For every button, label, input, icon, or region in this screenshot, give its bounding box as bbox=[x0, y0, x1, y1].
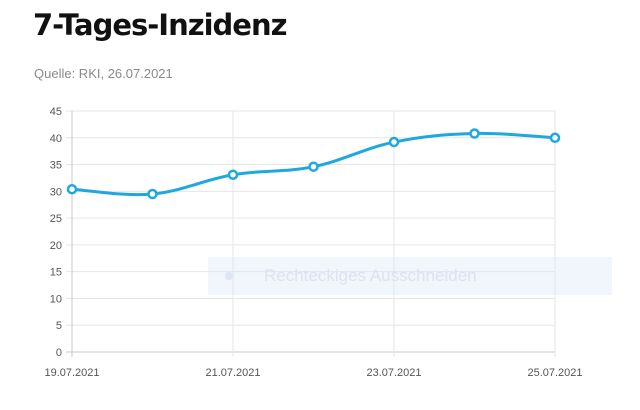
data-point bbox=[227, 169, 239, 180]
data-point bbox=[388, 136, 400, 148]
x-tick-label: 25.07.2021 bbox=[527, 367, 582, 379]
axes: 0 5 10 15 20 25 30 35 40 45 19.07.2021 21.07.2021 23… bbox=[44, 106, 582, 379]
chart-title: 7-Tages-Inzidenz bbox=[33, 8, 287, 42]
y-tick-label: 25 bbox=[50, 213, 62, 225]
data-point bbox=[469, 128, 480, 139]
data-point bbox=[549, 132, 561, 144]
chart-source: Quelle: RKI, 26.07.2021 bbox=[34, 66, 173, 81]
snipping-tool-overlay[interactable]: Rechteckiges Ausschneiden bbox=[208, 257, 612, 295]
y-tick-label: 35 bbox=[50, 160, 62, 172]
grid bbox=[66, 110, 556, 357]
overlay-dot-icon bbox=[225, 272, 233, 280]
overlay-label: Rechteckiges Ausschneiden bbox=[264, 266, 477, 285]
y-tick-label: 15 bbox=[50, 267, 62, 279]
x-tick-label: 21.07.2021 bbox=[205, 367, 260, 379]
data-point bbox=[308, 161, 319, 172]
x-tick-label: 23.07.2021 bbox=[366, 367, 421, 379]
y-tick-label: 45 bbox=[50, 106, 62, 118]
y-tick-label: 40 bbox=[50, 133, 62, 145]
data-point bbox=[66, 183, 78, 195]
y-tick-label: 10 bbox=[50, 293, 62, 305]
y-tick-label: 0 bbox=[56, 347, 62, 359]
y-tick-label: 5 bbox=[56, 320, 62, 332]
y-tick-label: 20 bbox=[50, 240, 62, 252]
data-point bbox=[147, 188, 158, 200]
data-points bbox=[66, 128, 561, 200]
y-tick-label: 30 bbox=[50, 186, 62, 198]
x-tick-label: 19.07.2021 bbox=[44, 367, 99, 379]
